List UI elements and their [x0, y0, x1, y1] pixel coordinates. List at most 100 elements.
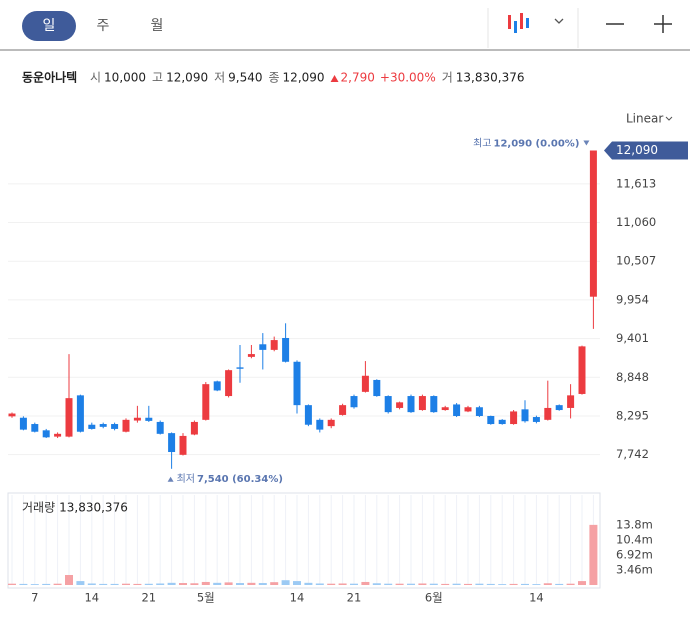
- volume-bar: [327, 583, 336, 585]
- volume-title: 거래량: [22, 501, 55, 515]
- candle-body: [247, 354, 255, 357]
- candle-body: [19, 417, 27, 430]
- candle-body: [31, 424, 39, 432]
- candle-body: [407, 396, 415, 413]
- volume-tick-label: 10.4m: [616, 532, 653, 546]
- min-annotation-label: 최저: [177, 473, 195, 485]
- candle-body: [202, 384, 210, 420]
- volume-bar: [236, 583, 244, 585]
- candle-body: [225, 370, 233, 397]
- volume-bar: [190, 583, 199, 585]
- candle-body: [430, 396, 438, 413]
- candle-body: [396, 402, 404, 408]
- y-tick-label: 7,742: [616, 447, 649, 461]
- zoom-in[interactable]: [654, 15, 672, 33]
- max-marker: [583, 140, 590, 146]
- candle-body: [475, 407, 483, 416]
- x-tick-label: 14: [529, 591, 544, 605]
- x-tick-label: 5월: [197, 591, 215, 605]
- y-tick-label: 9,401: [616, 331, 649, 345]
- stat-label: 거: [442, 71, 453, 85]
- volume-bar: [521, 583, 529, 585]
- volume-bar: [441, 583, 450, 585]
- price-tag-label: 12,090: [616, 143, 658, 157]
- candle-body: [88, 424, 96, 429]
- candle-body: [54, 433, 62, 437]
- volume-bar: [509, 583, 518, 585]
- candle-body: [156, 421, 164, 434]
- volume-bar: [76, 581, 85, 585]
- candle-body: [532, 417, 540, 422]
- volume-bar: [293, 581, 301, 585]
- volume-bar: [566, 583, 575, 585]
- candle-body: [498, 419, 506, 425]
- chart-type-icon[interactable]: [508, 13, 529, 33]
- volume-bar: [315, 583, 324, 585]
- volume-bar: [99, 583, 108, 585]
- candle-body: [122, 419, 130, 432]
- tab[interactable]: 주: [97, 18, 110, 34]
- candle-body: [282, 337, 290, 362]
- candle-body: [339, 405, 347, 415]
- tab[interactable]: 월: [151, 18, 164, 34]
- max-annotation-value: 12,090 (0.00%): [493, 138, 579, 149]
- volume-bar: [30, 584, 39, 585]
- volume-tick-label: 13.8m: [616, 518, 653, 532]
- volume-tick-label: 6.92m: [616, 547, 653, 561]
- x-tick-label: 14: [290, 591, 305, 605]
- candle-body: [555, 405, 563, 411]
- scale-chevron[interactable]: [665, 116, 673, 121]
- stats: 시 10,000 고 12,090 저 9,540 종 12,090 2,790 +30.00% 거…: [90, 71, 524, 85]
- candle-body: [578, 346, 586, 394]
- candle-body: [190, 421, 198, 435]
- candle-body: [293, 361, 301, 406]
- candle-body: [373, 379, 381, 397]
- volume-bar: [498, 584, 507, 585]
- plot: 7,742 8,295 8,848 9,401 9,954 10,507 11,060 11,…: [8, 137, 688, 605]
- x-tick-label: 21: [141, 591, 156, 605]
- candle-body: [99, 424, 107, 427]
- volume-bar: [304, 582, 313, 585]
- scale-select[interactable]: Linear: [626, 112, 663, 126]
- volume-bar: [110, 583, 119, 585]
- volume-bar: [475, 583, 484, 585]
- volume-bar: [578, 581, 586, 585]
- volume-bar: [19, 583, 28, 585]
- volume-bar: [407, 583, 415, 585]
- x-tick-label: 7: [31, 591, 38, 605]
- volume-bar: [418, 583, 427, 585]
- stat-label: 저: [214, 71, 225, 85]
- tab[interactable]: 일: [43, 18, 56, 34]
- candle-body: [8, 413, 16, 417]
- volume-bar: [201, 581, 210, 585]
- volume-bar: [464, 583, 472, 585]
- candle-body: [76, 395, 84, 432]
- volume-bar: [167, 582, 176, 585]
- volume-bar: [429, 583, 438, 585]
- candle-body: [521, 409, 529, 422]
- volume-bar: [156, 583, 165, 585]
- y-tick-label: 11,060: [616, 215, 656, 229]
- stat-value: 10,000: [104, 71, 146, 85]
- volume-bar: [452, 583, 461, 585]
- volume-bar: [338, 583, 347, 585]
- stat-value: 13,830,376: [456, 71, 525, 85]
- volume-bar: [8, 583, 16, 585]
- stock-name: 동운아나텍: [22, 70, 77, 85]
- min-marker: [167, 476, 174, 482]
- volume-bar: [589, 524, 598, 585]
- stat-value: 12,090: [283, 71, 325, 85]
- candle-body: [133, 417, 141, 421]
- candle-body: [567, 395, 575, 408]
- volume-bar: [247, 582, 256, 585]
- tab-selected-bg[interactable]: [22, 11, 76, 41]
- volume-bar: [258, 583, 267, 585]
- volume-bar: [543, 583, 552, 585]
- candle-body: [111, 424, 119, 429]
- x-tick-label: 14: [84, 591, 99, 605]
- volume-bar: [270, 582, 279, 585]
- candle-body: [316, 419, 324, 430]
- dropdown-chevron[interactable]: [554, 18, 564, 24]
- y-tick-label: 8,295: [616, 408, 649, 422]
